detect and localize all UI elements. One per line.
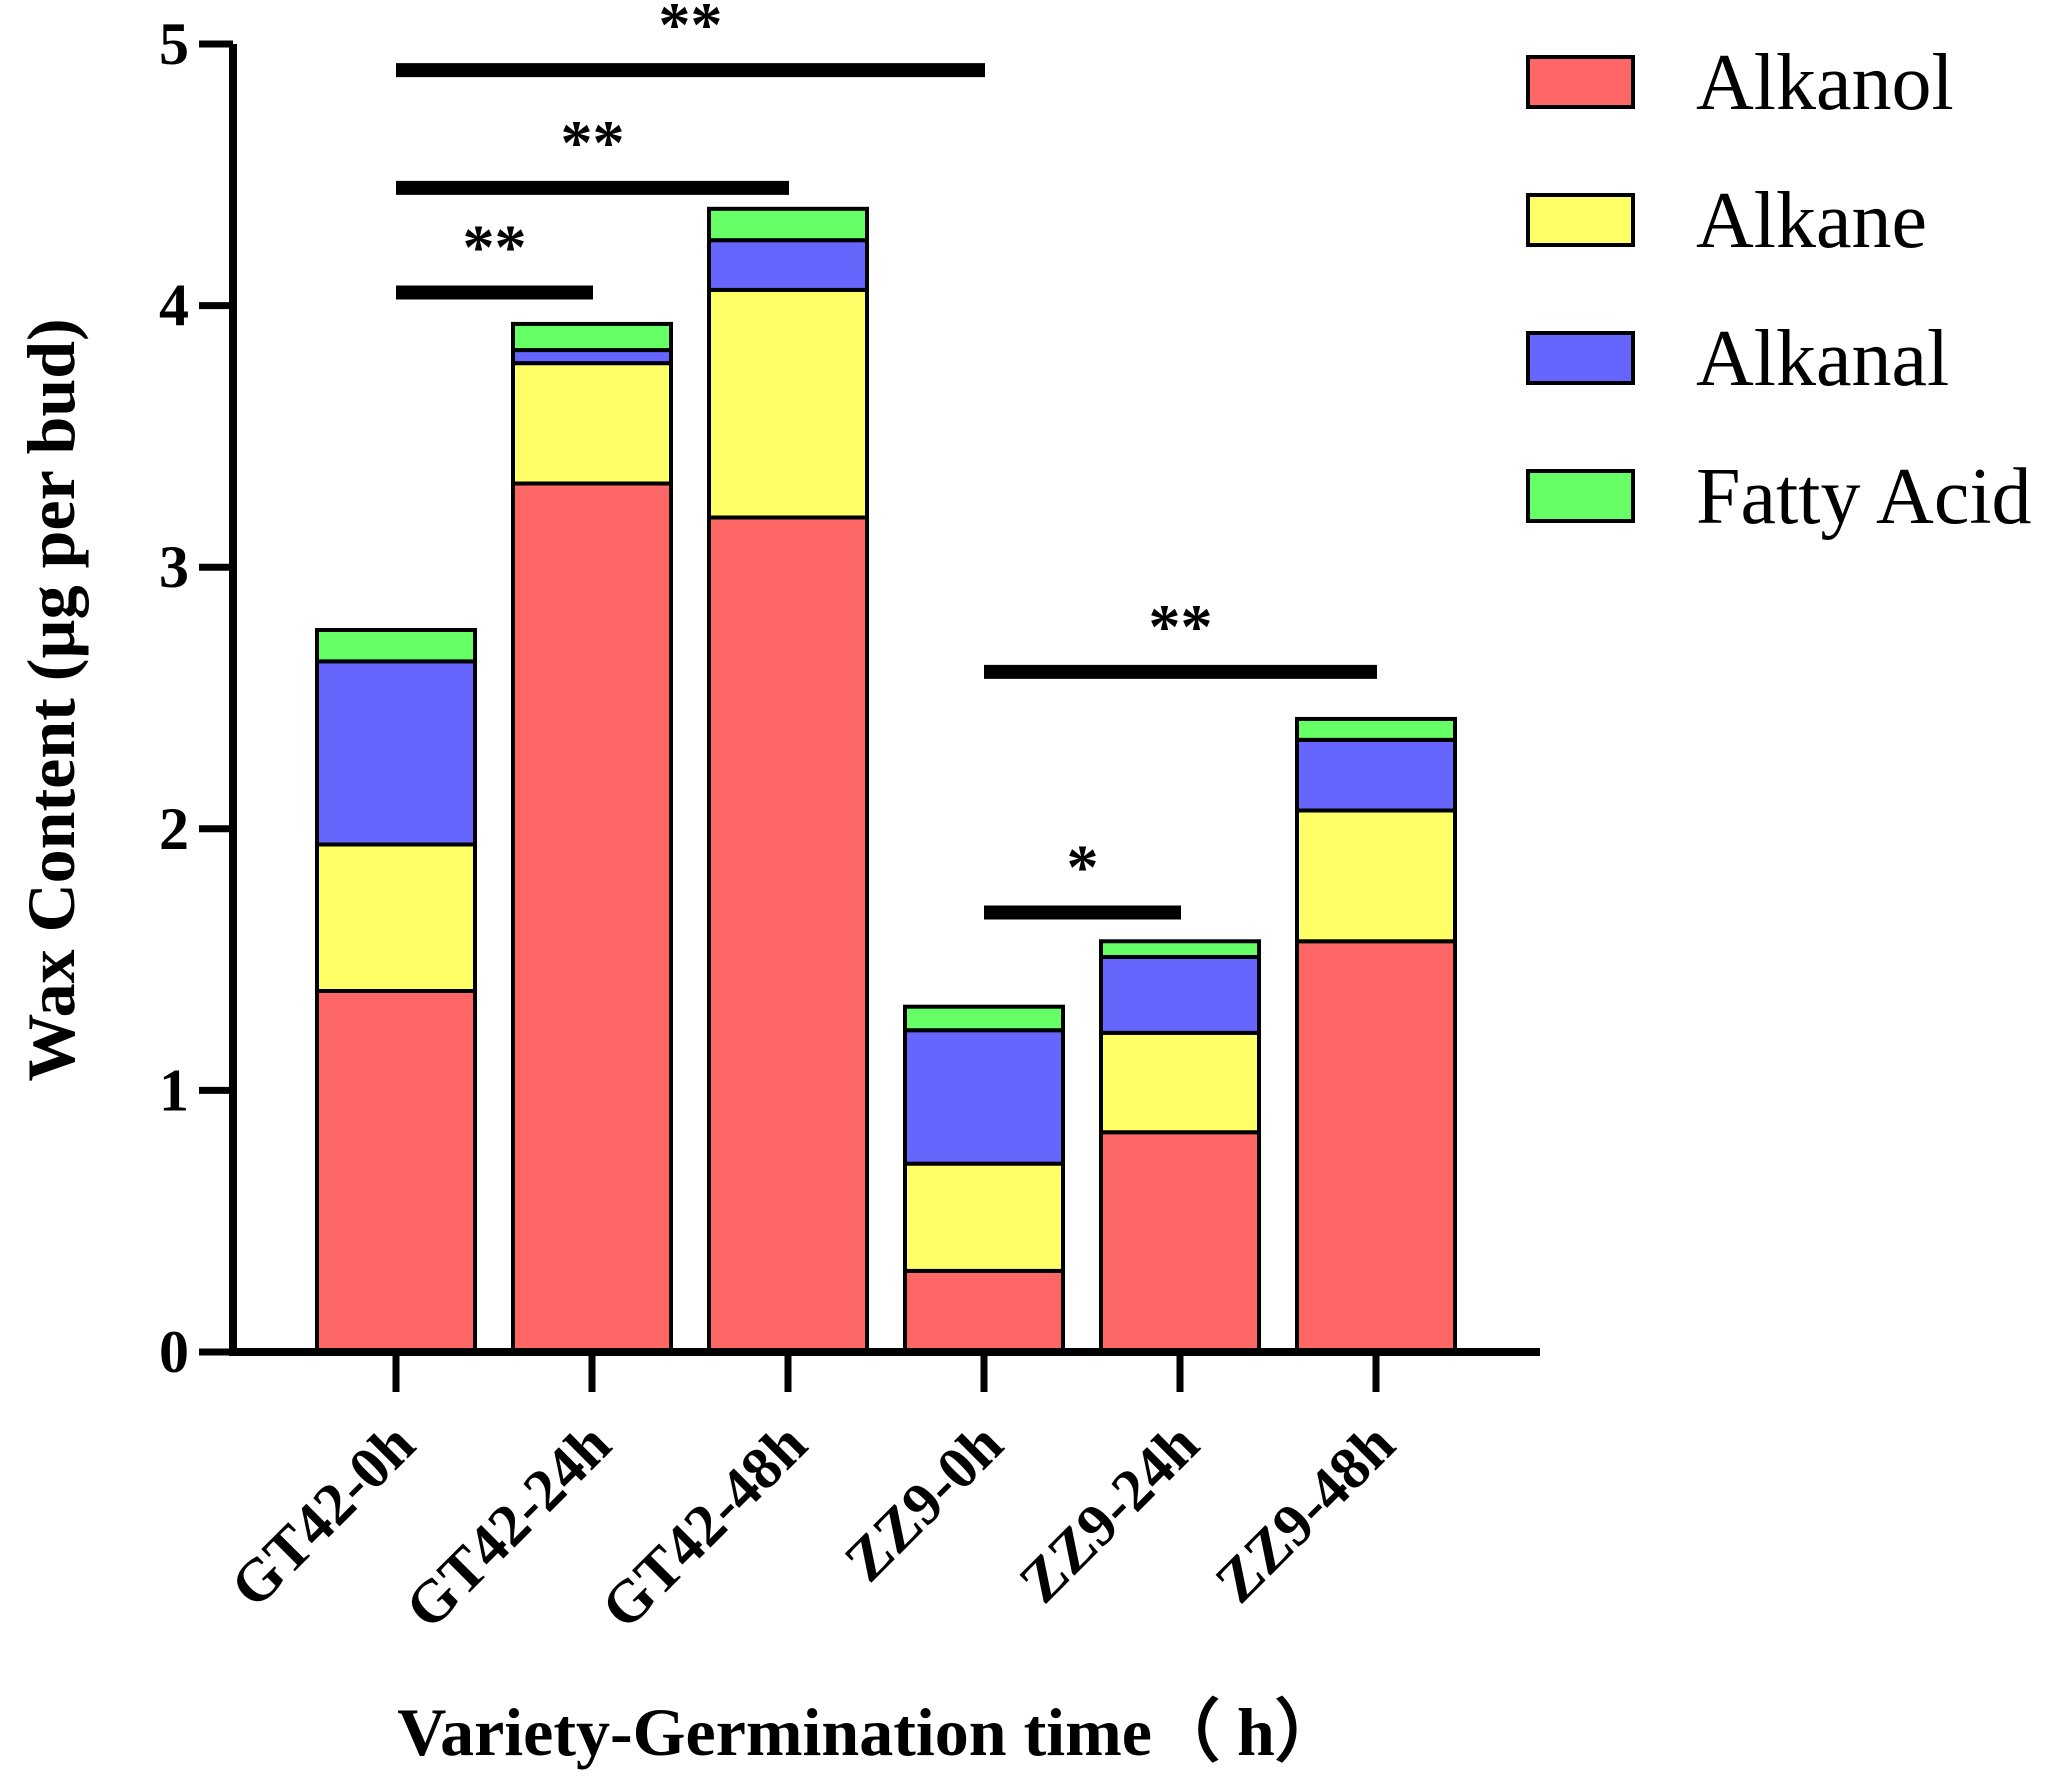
y-axis-title: Wax Content (µg per bud)	[13, 318, 89, 1081]
x-tick-label-GT42-0h: GT42-0h	[218, 1411, 427, 1620]
x-tick-label-ZZ9-48h: ZZ9-48h	[1203, 1411, 1408, 1616]
bar-GT42-0h-alkane	[315, 842, 477, 993]
legend-label-alkanol: Alkanol	[1696, 39, 1954, 127]
legend-swatch-alkanal	[1526, 331, 1635, 385]
legend-label-alkanal: Alkanal	[1696, 315, 1949, 403]
bar-GT42-48h-fatty-acid	[707, 206, 869, 243]
bar-GT42-48h-alkanal	[707, 238, 869, 292]
x-tick-label-GT42-24h: GT42-24h	[393, 1411, 624, 1642]
bar-ZZ9-24h-alkane	[1099, 1030, 1261, 1135]
y-tick-label-3: 3	[159, 534, 189, 600]
bar-GT42-0h-alkanal	[315, 659, 477, 847]
legend-label-alkane: Alkane	[1696, 177, 1927, 265]
bar-GT42-0h-alkanol	[315, 988, 477, 1354]
y-tick-label-2: 2	[159, 796, 189, 862]
y-tick-label-1: 1	[159, 1057, 189, 1123]
y-tick-label-5: 5	[159, 11, 189, 77]
bar-ZZ9-24h-alkanal	[1099, 954, 1261, 1035]
bar-ZZ9-48h-alkanol	[1295, 939, 1457, 1355]
legend-swatch-fatty-acid	[1526, 469, 1635, 523]
y-tick-label-4: 4	[159, 273, 189, 339]
bar-GT42-48h-alkane	[707, 287, 869, 520]
significance-label-4: **	[1149, 591, 1213, 662]
bar-GT42-24h-alkanol	[511, 481, 673, 1355]
x-tick-label-ZZ9-24h: ZZ9-24h	[1007, 1411, 1212, 1616]
x-tick-label-GT42-48h: GT42-48h	[589, 1411, 820, 1642]
legend: Alkanol Alkane Alkanal Fatty Acid	[1526, 39, 2032, 541]
bar-GT42-0h-fatty-acid	[315, 627, 477, 664]
legend-swatch-alkanol	[1526, 55, 1635, 109]
bar-ZZ9-0h-alkanol	[903, 1268, 1065, 1355]
significance-layer: *********	[396, 0, 1377, 920]
significance-label-1: **	[561, 107, 625, 178]
bar-GT42-24h-fatty-acid	[511, 321, 673, 353]
y-tick-label-0: 0	[159, 1319, 189, 1385]
bar-ZZ9-0h-alkane	[903, 1161, 1065, 1273]
bar-ZZ9-48h-fatty-acid	[1295, 716, 1457, 742]
bar-ZZ9-48h-alkanal	[1295, 737, 1457, 813]
legend-swatch-alkane	[1526, 193, 1635, 247]
bar-ZZ9-24h-fatty-acid	[1099, 939, 1261, 959]
bar-ZZ9-48h-alkane	[1295, 808, 1457, 944]
significance-label-0: **	[463, 212, 527, 283]
significance-label-2: **	[659, 0, 723, 60]
x-tick-label-ZZ9-0h: ZZ9-0h	[832, 1411, 1015, 1594]
bar-ZZ9-0h-alkanal	[903, 1028, 1065, 1166]
bar-GT42-48h-alkanol	[707, 515, 869, 1354]
bars-layer	[315, 206, 1457, 1355]
x-axis-title: Variety-Germination time（ h）	[397, 1694, 1343, 1770]
bar-GT42-24h-alkane	[511, 361, 673, 486]
bar-ZZ9-24h-alkanol	[1099, 1130, 1261, 1354]
significance-label-3: *	[1067, 832, 1099, 903]
legend-label-fatty-acid: Fatty Acid	[1696, 453, 2032, 541]
bar-ZZ9-0h-fatty-acid	[903, 1004, 1065, 1033]
